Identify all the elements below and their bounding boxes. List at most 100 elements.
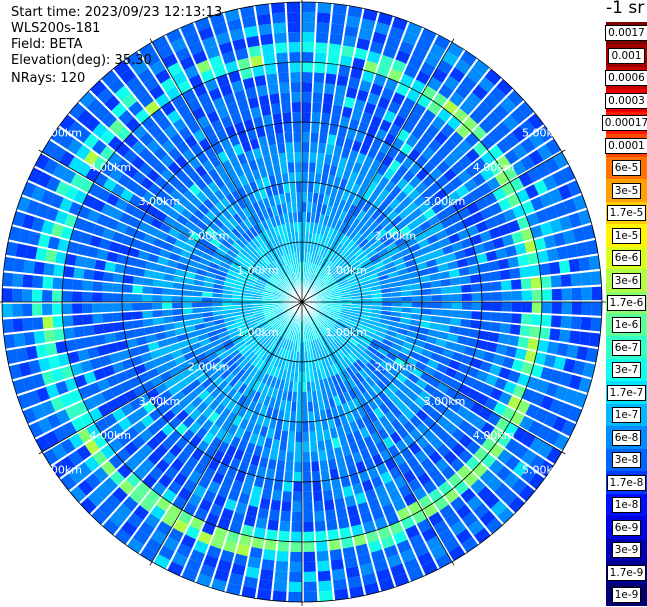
range-gate-cell: [25, 245, 38, 260]
range-gate-cell: [167, 62, 183, 77]
range-gate-cell: [309, 242, 315, 254]
range-gate-cell: [215, 201, 226, 213]
range-gate-cell: [218, 351, 230, 361]
range-gate-cell: [351, 348, 362, 359]
range-gate-cell: [381, 310, 392, 316]
range-gate-cell: [411, 249, 424, 259]
range-gate-cell: [302, 212, 307, 223]
range-gate-cell: [106, 251, 119, 263]
range-gate-cell: [314, 316, 323, 326]
range-gate-cell: [256, 435, 266, 447]
range-gate-cell: [333, 255, 342, 265]
range-gate-cell: [485, 373, 499, 387]
range-gate-cell: [362, 8, 378, 22]
range-gate-cell: [426, 195, 439, 208]
range-gate-cell: [334, 588, 349, 601]
range-gate-cell: [463, 471, 479, 487]
range-gate-cell: [399, 383, 411, 396]
range-gate-cell: [470, 357, 483, 369]
range-gate-cell: [423, 251, 435, 262]
range-gate-cell: [295, 321, 299, 332]
range-gate-cell: [91, 198, 106, 213]
range-gate-cell: [243, 409, 254, 421]
range-gate-cell: [250, 327, 261, 335]
range-gate-cell: [461, 536, 479, 553]
range-gate-cell: [262, 362, 271, 374]
range-gate-cell: [215, 32, 231, 46]
range-gate-cell: [195, 191, 208, 204]
range-gate-cell: [429, 240, 442, 252]
range-gate-cell: [302, 62, 314, 73]
azimuth-spoke: [301, 38, 455, 303]
range-gate-cell: [232, 302, 243, 306]
range-gate-cell: [284, 328, 290, 339]
range-gate-cell: [496, 465, 512, 482]
range-gate-cell: [368, 498, 381, 511]
range-gate-cell: [303, 541, 316, 552]
range-gate-cell: [277, 246, 284, 257]
range-gate-cell: [341, 331, 351, 340]
range-gate-cell: [208, 222, 220, 233]
range-gate-cell: [93, 466, 109, 483]
range-gate-cell: [484, 397, 499, 411]
range-gate-cell: [257, 199, 266, 211]
range-gate-cell: [212, 97, 226, 111]
range-gate-cell: [511, 125, 528, 142]
range-gate-cell: [371, 305, 382, 310]
range-gate-cell: [15, 243, 28, 259]
range-gate-cell: [342, 546, 357, 559]
range-gate-cell: [590, 317, 602, 332]
range-gate-cell: [286, 390, 293, 402]
range-gate-cell: [327, 317, 337, 324]
range-gate-cell: [530, 364, 544, 378]
range-gate-cell: [302, 232, 306, 243]
range-gate-cell: [514, 242, 527, 255]
range-gate-cell: [478, 76, 495, 93]
range-gate-cell: [333, 416, 343, 428]
range-gate-cell: [250, 269, 260, 277]
colorbar-level-label: 1.7e-8: [606, 474, 647, 491]
range-gate-cell: [483, 351, 496, 363]
range-gate-cell: [376, 64, 391, 78]
range-gate-cell: [112, 293, 123, 302]
range-gate-cell: [408, 402, 421, 415]
range-gate-cell: [289, 571, 302, 582]
range-gate-cell: [403, 408, 416, 421]
range-gate-cell: [329, 312, 340, 319]
range-gate-cell: [534, 351, 547, 366]
range-gate-cell: [210, 339, 222, 348]
colorbar-level-label: 3e-6: [611, 272, 642, 289]
range-gate-cell: [296, 401, 302, 412]
range-gate-cell: [112, 486, 129, 503]
range-gate-cell: [170, 37, 187, 53]
range-gate-cell: [132, 311, 143, 320]
range-gate-cell: [99, 129, 116, 145]
range-gate-cell: [209, 237, 221, 248]
range-gate-cell: [388, 347, 401, 357]
range-gate-cell: [182, 415, 195, 429]
range-gate-cell: [201, 252, 213, 262]
range-gate-cell: [309, 289, 319, 297]
range-gate-cell: [438, 528, 455, 544]
range-gate-cell: [282, 112, 292, 123]
range-gate-cell: [73, 267, 85, 280]
range-gate-cell: [303, 581, 318, 592]
range-gate-cell: [40, 189, 55, 206]
range-gate-cell: [213, 343, 225, 352]
range-gate-cell: [261, 384, 270, 396]
range-gate-cell: [289, 285, 297, 295]
range-gate-cell: [221, 355, 233, 365]
range-gate-cell: [177, 232, 190, 243]
range-gate-cell: [359, 426, 371, 439]
range-gate-cell: [318, 285, 328, 292]
range-gate-cell: [348, 171, 359, 183]
range-gate-cell: [28, 359, 42, 375]
range-gate-cell: [342, 344, 352, 354]
range-gate-cell: [238, 174, 249, 187]
range-gate-cell: [248, 354, 258, 365]
range-gate-cell: [391, 361, 403, 372]
range-gate-cell: [488, 427, 504, 442]
range-gate-cell: [461, 354, 474, 366]
range-gate-cell: [226, 411, 237, 424]
range-gate-cell: [323, 83, 336, 95]
